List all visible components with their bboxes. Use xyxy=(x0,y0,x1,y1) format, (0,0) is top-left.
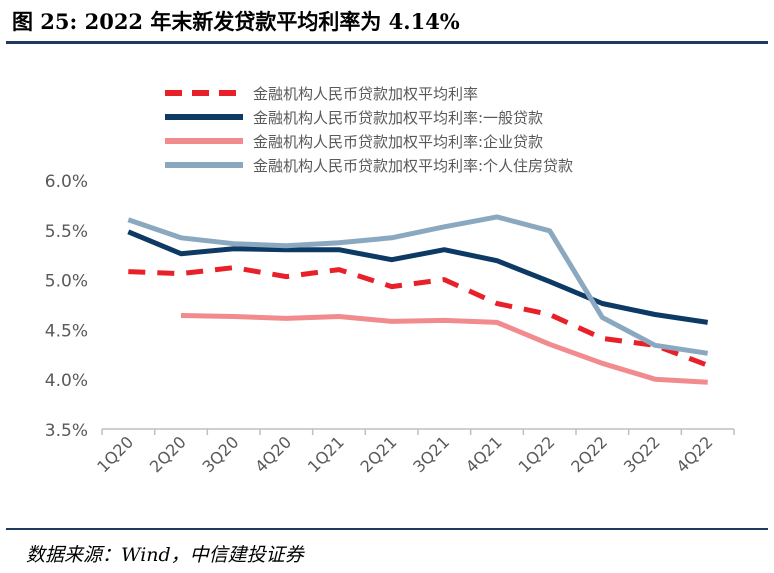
x-tick-label: 3Q22 xyxy=(620,432,664,476)
x-tick-label: 3Q21 xyxy=(409,432,453,476)
x-tick-label: 1Q21 xyxy=(304,432,348,476)
legend-label-1: 金融机构人民币贷款加权平均利率 xyxy=(253,85,478,103)
legend-label-2: 金融机构人民币贷款加权平均利率:一般贷款 xyxy=(253,109,543,127)
top-rule xyxy=(6,41,768,44)
figure-title: 图 25: 2022 年末新发贷款平均利率为 4.14% xyxy=(12,9,460,34)
series-line-4 xyxy=(127,214,709,356)
plot-area xyxy=(127,214,709,385)
series-line-2 xyxy=(127,229,709,325)
series-line-1 xyxy=(128,265,709,368)
line-chart: 金融机构人民币贷款加权平均利率金融机构人民币贷款加权平均利率:一般贷款金融机构人… xyxy=(45,85,735,476)
x-tick-label: 3Q20 xyxy=(199,432,243,476)
y-tick-label: 3.5% xyxy=(45,421,88,441)
y-tick-label: 5.5% xyxy=(45,222,88,242)
x-tick-label: 4Q21 xyxy=(462,432,506,476)
x-tick-label: 4Q22 xyxy=(673,432,717,476)
y-tick-label: 4.5% xyxy=(45,321,88,341)
series-line-3 xyxy=(180,313,708,385)
x-tick-label: 4Q20 xyxy=(251,432,295,476)
bottom-rule xyxy=(6,528,768,530)
legend: 金融机构人民币贷款加权平均利率金融机构人民币贷款加权平均利率:一般贷款金融机构人… xyxy=(165,85,573,175)
source-note: 数据来源：Wind，中信建投证券 xyxy=(26,544,304,566)
x-tick-label: 2Q21 xyxy=(357,432,401,476)
y-tick-label: 6.0% xyxy=(45,172,88,192)
y-tick-label: 5.0% xyxy=(45,272,88,292)
x-tick-label: 1Q20 xyxy=(93,432,137,476)
y-tick-label: 4.0% xyxy=(45,371,88,391)
legend-label-4: 金融机构人民币贷款加权平均利率:个人住房贷款 xyxy=(253,157,573,175)
legend-label-3: 金融机构人民币贷款加权平均利率:企业贷款 xyxy=(253,133,543,151)
x-tick-label: 1Q22 xyxy=(515,432,559,476)
x-tick-label: 2Q22 xyxy=(567,432,611,476)
x-tick-label: 2Q20 xyxy=(146,432,190,476)
axes: 3.5% 4.0% 4.5% 5.0% 5.5% 6.0% 1Q20 2Q20 3Q20 4Q20… xyxy=(45,172,735,476)
